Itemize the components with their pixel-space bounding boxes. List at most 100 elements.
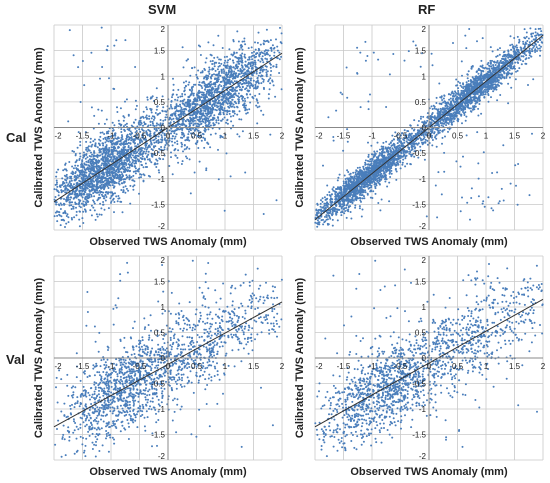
data-point (99, 77, 101, 80)
data-point (234, 100, 236, 103)
data-point (103, 208, 106, 211)
data-point (141, 164, 143, 167)
data-point (197, 96, 200, 99)
data-point (175, 116, 178, 119)
data-point (462, 155, 464, 158)
data-point (534, 31, 537, 34)
data-point (117, 170, 120, 173)
data-point (186, 157, 189, 160)
data-point (92, 192, 95, 195)
data-point (187, 128, 190, 131)
data-point (257, 81, 260, 84)
data-point (185, 108, 188, 111)
data-point (404, 165, 407, 168)
data-point (248, 108, 251, 111)
data-point (168, 107, 171, 110)
data-point (111, 121, 114, 124)
data-point (138, 148, 141, 151)
data-point (150, 143, 153, 146)
data-point (77, 198, 80, 201)
data-point (168, 116, 171, 119)
data-point (201, 100, 203, 102)
data-point (104, 185, 107, 188)
data-point (231, 77, 234, 80)
data-point (232, 72, 235, 75)
data-point (89, 209, 92, 212)
data-point (271, 80, 274, 83)
data-point (95, 188, 98, 191)
data-point (143, 147, 146, 150)
data-point (191, 89, 194, 91)
data-point (185, 59, 188, 62)
data-point (222, 95, 225, 98)
data-point (209, 60, 212, 63)
data-point (60, 219, 63, 221)
data-point (195, 114, 198, 117)
data-point (56, 190, 59, 192)
data-point (77, 203, 80, 206)
data-point (139, 160, 142, 163)
data-point (70, 175, 73, 178)
data-point (376, 141, 379, 144)
data-point (188, 120, 190, 123)
data-point (176, 128, 179, 131)
data-point (228, 48, 231, 51)
data-point (372, 51, 375, 54)
data-point (114, 134, 117, 137)
data-point (254, 61, 257, 64)
data-point (78, 189, 81, 192)
data-point (316, 219, 319, 222)
data-point (244, 60, 247, 63)
data-point (520, 63, 523, 66)
data-point (188, 130, 190, 133)
data-point (138, 160, 140, 162)
data-point (499, 82, 502, 85)
data-point (269, 57, 272, 60)
data-point (496, 99, 499, 102)
data-point (249, 65, 252, 67)
data-point (124, 152, 126, 155)
data-point (130, 124, 133, 127)
data-point (75, 175, 78, 178)
data-point (66, 195, 69, 198)
data-point (236, 67, 239, 70)
data-point (55, 201, 58, 204)
data-point (276, 49, 279, 52)
data-point (251, 58, 254, 61)
data-point (119, 153, 122, 156)
data-point (191, 67, 194, 70)
data-point (107, 179, 110, 182)
data-point (266, 58, 268, 61)
data-point (114, 165, 117, 168)
data-point (89, 185, 92, 188)
data-point (244, 43, 247, 46)
data-point (448, 98, 451, 101)
data-point (380, 145, 383, 148)
data-point (423, 158, 426, 161)
data-point (90, 204, 93, 207)
data-point (257, 31, 260, 34)
data-point (197, 147, 200, 149)
data-point (138, 119, 141, 122)
data-point (444, 135, 446, 138)
data-point (120, 142, 123, 145)
data-point (92, 206, 95, 209)
data-point (120, 177, 123, 179)
data-point (66, 177, 69, 180)
data-point (205, 108, 207, 111)
data-point (111, 184, 114, 187)
data-point (111, 181, 114, 184)
data-point (448, 120, 451, 123)
data-point (228, 112, 231, 115)
data-point (217, 86, 220, 89)
data-point (272, 47, 275, 50)
data-point (215, 119, 218, 122)
data-point (138, 192, 140, 195)
data-point (236, 95, 239, 98)
data-point (254, 65, 257, 68)
data-point (377, 202, 380, 204)
data-point (225, 101, 228, 104)
data-point (107, 187, 110, 189)
data-point (126, 166, 129, 169)
data-point (126, 128, 129, 131)
